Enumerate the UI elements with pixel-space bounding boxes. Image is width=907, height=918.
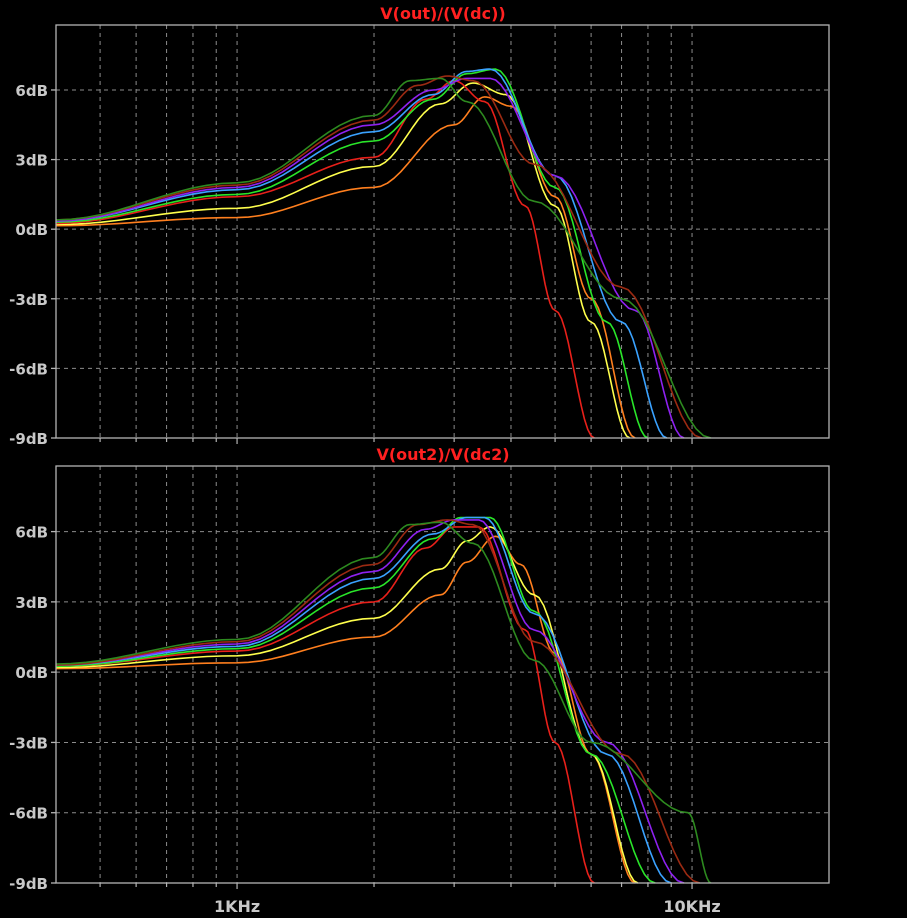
plot-frame-top [55, 24, 830, 439]
series-group-bottom [55, 516, 712, 884]
y-axis-bottom: 6dB 3dB 0dB -3dB -6dB -9dB [9, 524, 56, 893]
series-line [55, 516, 672, 884]
y-tick-label: 3dB [15, 594, 48, 612]
y-tick-label: -9dB [9, 875, 48, 893]
y-tick-label: -3dB [9, 291, 48, 309]
chart-title-top: V(out)/(V(dc)) [380, 4, 505, 23]
x-axis-bottom: 1KHz 10KHz [99, 883, 721, 916]
y-tick-label: -6dB [9, 360, 48, 378]
series-line [55, 519, 701, 884]
grid-bottom [56, 466, 829, 884]
series-line [55, 535, 636, 884]
series-group-top [55, 68, 712, 439]
series-line [55, 77, 712, 439]
series-line [55, 82, 631, 439]
series-line [55, 68, 649, 439]
series-line [55, 526, 639, 884]
x-axis-top [99, 438, 693, 444]
plot-frame-bottom [55, 465, 830, 884]
pane-bottom: V(out2)/V(dc2) 6dB 3dB 0dB -3dB -6dB -9dB 1KH… [9, 445, 830, 916]
series-line [55, 96, 636, 439]
y-tick-label: 3dB [15, 152, 48, 170]
series-line [55, 526, 595, 884]
y-tick-label: 6dB [15, 524, 48, 542]
series-line [55, 68, 668, 439]
series-line [55, 77, 685, 439]
y-tick-label: 0dB [15, 221, 48, 239]
series-line [55, 516, 656, 884]
x-tick-label: 10KHz [663, 897, 720, 916]
y-tick-label: -6dB [9, 805, 48, 823]
y-tick-label: -3dB [9, 734, 48, 752]
series-line [55, 521, 712, 884]
x-tick-label: 1KHz [214, 897, 260, 916]
pane-top: V(out)/(V(dc)) 6dB 3dB 0dB -3dB -6dB -9dB [9, 4, 830, 448]
y-tick-label: 0dB [15, 664, 48, 682]
chart-title-bottom: V(out2)/V(dc2) [376, 445, 509, 464]
series-line [55, 75, 702, 439]
y-axis-top: 6dB 3dB 0dB -3dB -6dB -9dB [9, 82, 56, 448]
y-tick-label: -9dB [9, 430, 48, 448]
series-line [55, 519, 685, 884]
y-tick-label: 6dB [15, 82, 48, 100]
